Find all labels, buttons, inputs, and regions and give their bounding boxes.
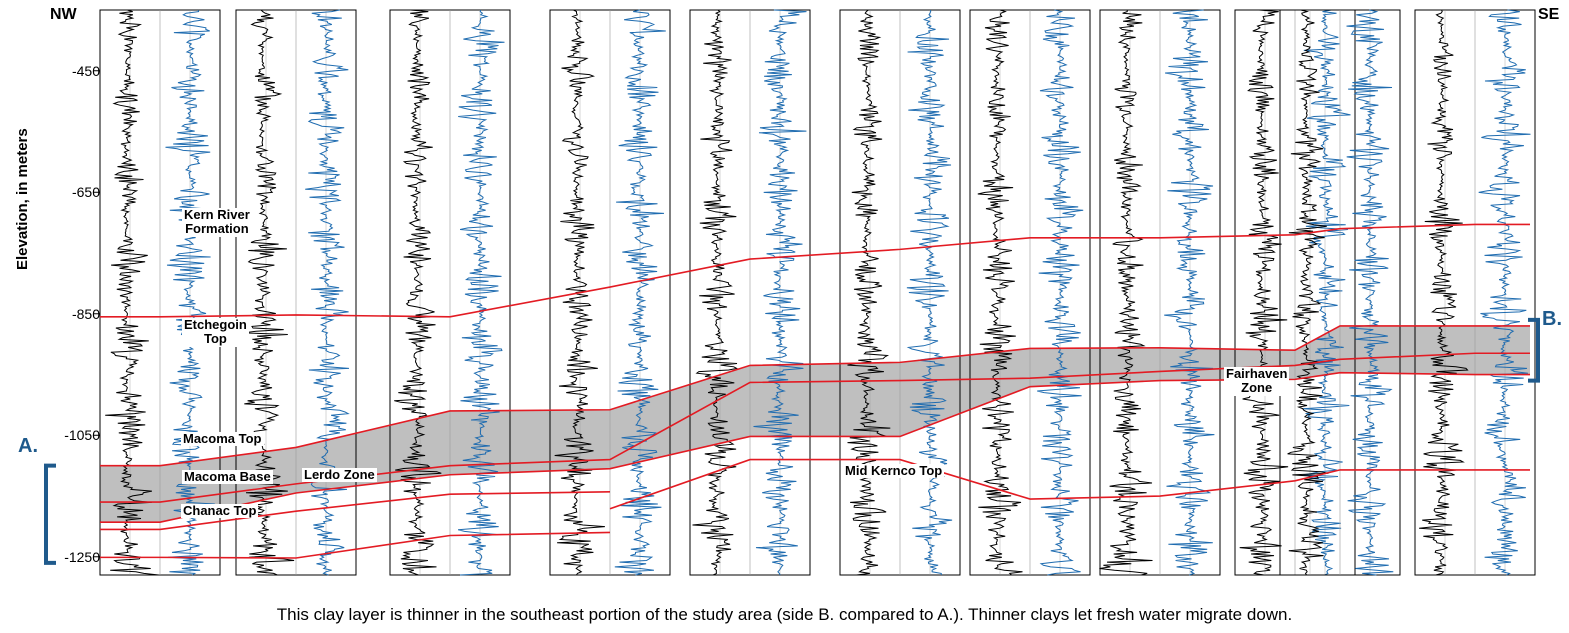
se-label: SE: [1538, 6, 1559, 24]
sp-log: [848, 10, 891, 575]
res-log: [1037, 10, 1083, 575]
marker-b-label: B.: [1542, 308, 1562, 331]
y-axis-label: Elevation, in meters: [14, 128, 31, 270]
formation-label: Lerdo Zone: [302, 468, 377, 482]
sp-log: [394, 10, 441, 575]
res-log: [907, 10, 952, 575]
y-tick: -650: [50, 184, 100, 200]
marker-a-label: A.: [18, 435, 38, 458]
formation-label: Mid Kernco Top: [843, 464, 944, 478]
formation-label: Macoma Top: [181, 432, 264, 446]
sp-log: [1240, 10, 1288, 575]
y-tick: -850: [50, 306, 100, 322]
res-log: [1479, 10, 1531, 575]
y-tick: -450: [50, 63, 100, 79]
sp-log: [1099, 10, 1152, 575]
caption-text: This clay layer is thinner in the southe…: [0, 605, 1569, 625]
y-tick: -1250: [50, 549, 100, 565]
formation-label: Kern RiverFormation: [182, 208, 252, 237]
horizon-mid_kernco: [610, 460, 1530, 509]
y-tick: -1050: [50, 427, 100, 443]
res-log: [615, 10, 666, 575]
res-log: [458, 10, 504, 575]
nw-label: NW: [50, 6, 77, 24]
horizon-chanac_top: [100, 532, 610, 558]
formation-label: FairhavenZone: [1224, 367, 1289, 396]
sp-log: [1419, 10, 1467, 575]
cross-section-container: Elevation, in meters NW SE A. B. This cl…: [0, 0, 1569, 633]
formation-label: EtchegoinTop: [182, 318, 249, 347]
clay-layer: [100, 326, 1530, 522]
formation-label: Chanac Top: [181, 504, 258, 518]
formation-label: Macoma Base: [182, 470, 273, 484]
sp-log: [693, 10, 738, 575]
